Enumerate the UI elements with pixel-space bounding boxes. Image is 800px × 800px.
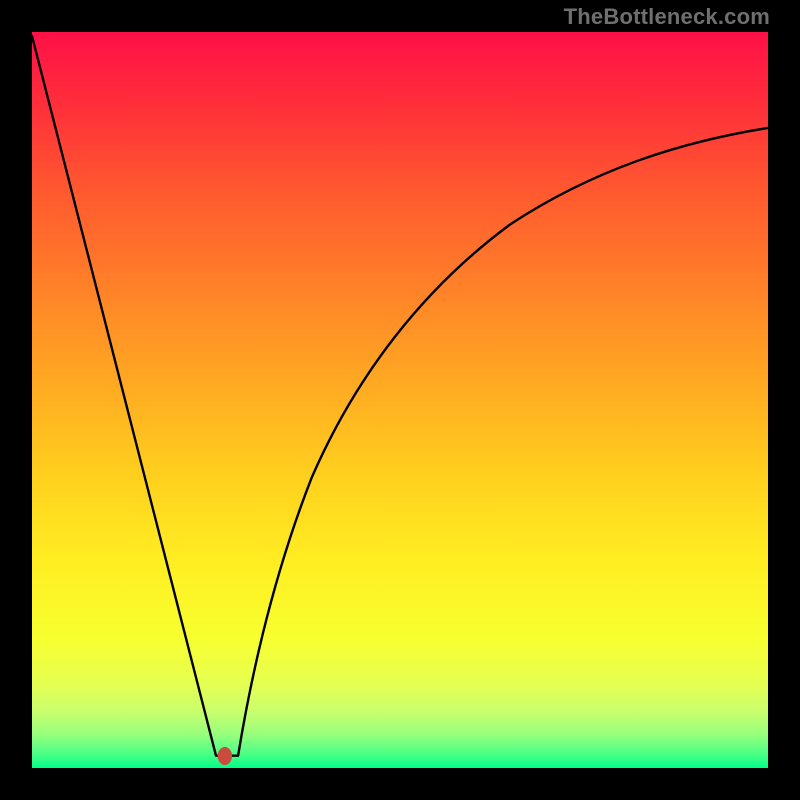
gradient-background <box>32 32 768 768</box>
plot-area <box>32 32 768 768</box>
plot-svg <box>32 32 768 768</box>
minimum-marker <box>218 747 232 765</box>
watermark-label: TheBottleneck.com <box>564 4 770 30</box>
chart-root: TheBottleneck.com <box>0 0 800 800</box>
